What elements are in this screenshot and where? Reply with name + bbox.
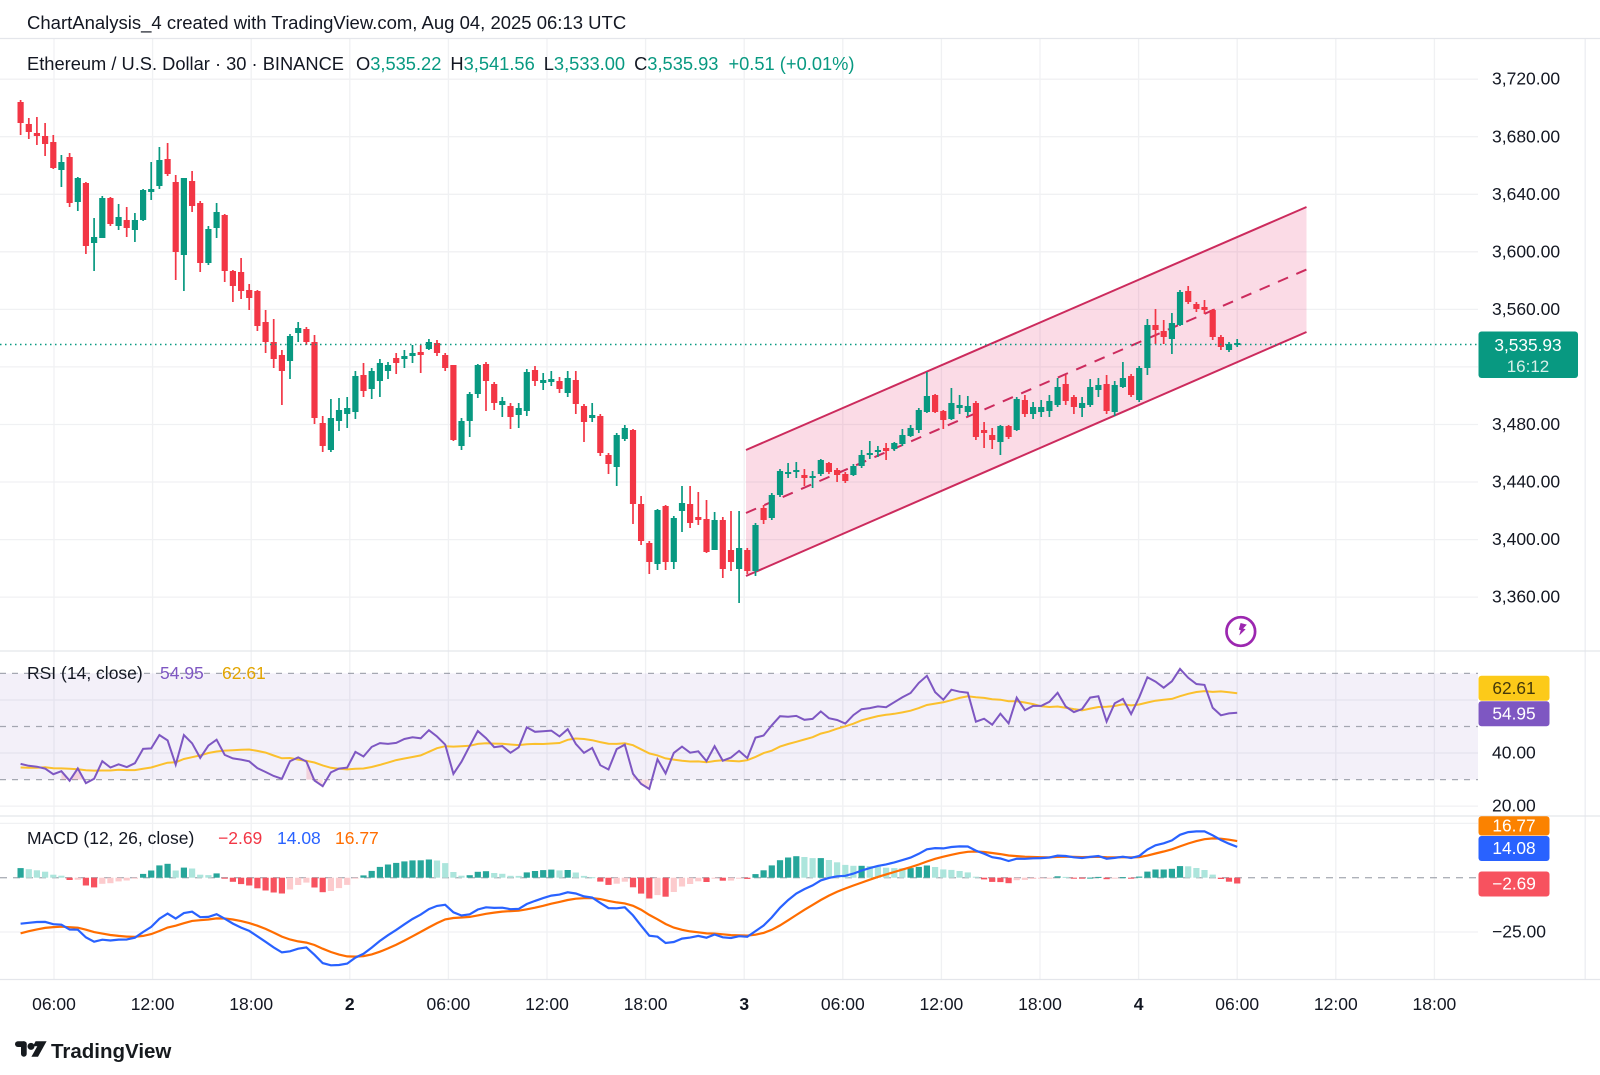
svg-text:3,680.00: 3,680.00 <box>1492 126 1560 146</box>
svg-text:2: 2 <box>345 994 355 1014</box>
svg-text:3,640.00: 3,640.00 <box>1492 184 1560 204</box>
svg-text:54.95: 54.95 <box>160 663 204 683</box>
svg-text:06:00: 06:00 <box>32 994 76 1014</box>
svg-text:54.95: 54.95 <box>1492 703 1535 723</box>
svg-text:ChartAnalysis_4 created with T: ChartAnalysis_4 created with TradingView… <box>27 12 626 34</box>
svg-text:18:00: 18:00 <box>229 994 273 1014</box>
svg-text:3,360.00: 3,360.00 <box>1492 587 1560 607</box>
svg-text:3,400.00: 3,400.00 <box>1492 529 1560 549</box>
svg-text:12:00: 12:00 <box>1314 994 1358 1014</box>
svg-text:3,440.00: 3,440.00 <box>1492 472 1560 492</box>
svg-text:18:00: 18:00 <box>1413 994 1457 1014</box>
svg-text:3: 3 <box>739 994 749 1014</box>
svg-text:Ethereum / U.S. Dollar · 30 ·: Ethereum / U.S. Dollar · 30 · BINANCE O3,… <box>27 53 855 74</box>
svg-text:14.08: 14.08 <box>1492 838 1535 858</box>
svg-text:20.00: 20.00 <box>1492 796 1536 816</box>
svg-text:RSI (14, close): RSI (14, close) <box>27 663 143 683</box>
svg-text:4: 4 <box>1134 994 1144 1014</box>
svg-text:12:00: 12:00 <box>525 994 569 1014</box>
svg-text:12:00: 12:00 <box>920 994 964 1014</box>
svg-text:62.61: 62.61 <box>1492 678 1535 698</box>
svg-text:−2.69: −2.69 <box>1492 874 1536 894</box>
svg-text:40.00: 40.00 <box>1492 743 1536 763</box>
svg-text:3,600.00: 3,600.00 <box>1492 241 1560 261</box>
svg-text:3,720.00: 3,720.00 <box>1492 69 1560 89</box>
svg-text:3,535.93: 3,535.93 <box>1494 335 1561 355</box>
svg-text:16.77: 16.77 <box>1492 815 1535 835</box>
svg-text:06:00: 06:00 <box>427 994 471 1014</box>
svg-text:06:00: 06:00 <box>1215 994 1259 1014</box>
svg-text:16:12: 16:12 <box>1507 357 1550 376</box>
svg-text:62.61: 62.61 <box>222 663 266 683</box>
svg-text:14.08: 14.08 <box>277 828 321 848</box>
svg-text:12:00: 12:00 <box>131 994 175 1014</box>
svg-text:3,560.00: 3,560.00 <box>1492 299 1560 319</box>
svg-text:MACD (12, 26, close): MACD (12, 26, close) <box>27 828 194 848</box>
svg-text:3,480.00: 3,480.00 <box>1492 414 1560 434</box>
svg-text:16.77: 16.77 <box>335 828 379 848</box>
svg-text:−25.00: −25.00 <box>1492 922 1546 942</box>
svg-text:06:00: 06:00 <box>821 994 865 1014</box>
svg-text:−2.69: −2.69 <box>218 828 262 848</box>
svg-text:TradingView: TradingView <box>51 1040 171 1063</box>
svg-text:18:00: 18:00 <box>1018 994 1062 1014</box>
svg-text:18:00: 18:00 <box>624 994 668 1014</box>
